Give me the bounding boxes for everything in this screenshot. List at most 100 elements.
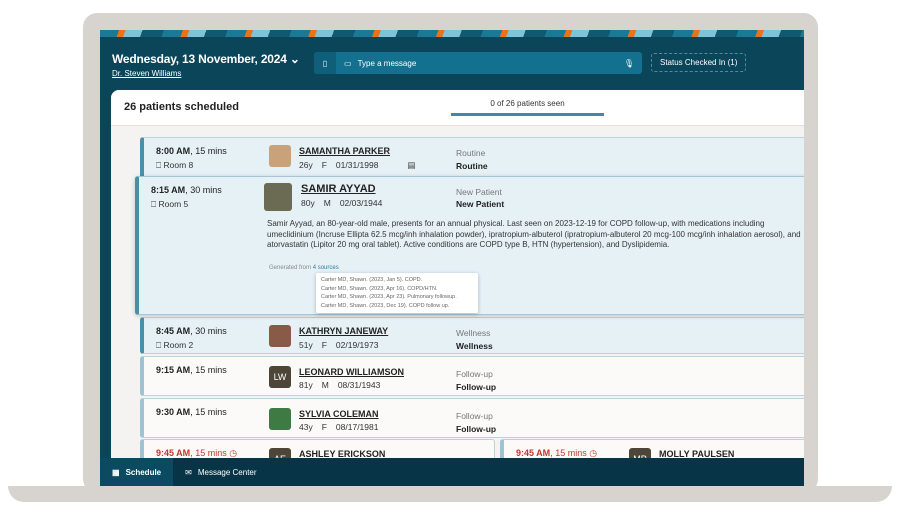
message-placeholder: Type a message (357, 58, 417, 68)
patient-name[interactable]: LEONARD WILLIAMSON (299, 367, 404, 377)
room: Room 2 (163, 340, 194, 350)
age: 43y (299, 422, 313, 432)
visit-reason: Follow-up (456, 424, 497, 434)
sources-popover: Carter MD, Shawn. (2023, Jan 5). COPD. C… (316, 273, 478, 313)
appointment-card[interactable]: 8:45 AM, 30 mins ⎕ Room 2 KATHRYN JANEWA… (140, 317, 804, 354)
age: 51y (299, 340, 313, 350)
visit-type: Follow-up (456, 411, 493, 421)
appointment-time: 8:00 AM (156, 146, 191, 156)
avatar (264, 183, 292, 211)
visit-reason: Routine (456, 161, 488, 171)
app-screen: Wednesday, 13 November, 2024 ⌄ Dr. Steve… (100, 30, 804, 486)
avatar (269, 145, 291, 167)
visit-type: Routine (456, 148, 486, 158)
decorative-banner (100, 30, 804, 37)
calendar-icon: ▦ (112, 467, 120, 477)
status-filter-button[interactable]: Status Checked In (1) (651, 53, 747, 72)
device-base (8, 486, 892, 502)
generated-note: Generated from 4 sources (269, 265, 339, 271)
room: Room 8 (163, 160, 194, 170)
source-item[interactable]: Carter MD, Shawn. (2023, Dec 19). COPD f… (321, 302, 450, 309)
duration: , 15 mins (190, 448, 227, 458)
patients-scheduled: 26 patients scheduled (124, 101, 239, 113)
patient-name[interactable]: MOLLY PAULSEN (659, 449, 735, 459)
appointment-card[interactable]: 9:45 AM, 15 mins ◷ MP MOLLY PAULSEN (500, 439, 804, 460)
message-input[interactable]: ▯ ▭ Type a message 🎙 (314, 52, 642, 74)
sex: F (321, 422, 327, 432)
dob: 08/17/1981 (335, 422, 379, 432)
patient-name[interactable]: KATHRYN JANEWAY (299, 326, 389, 336)
nav-label: Message Center (197, 467, 257, 477)
door-icon: ⎕ (156, 340, 162, 350)
sex: M (323, 198, 331, 208)
appointment-card[interactable]: 9:15 AM, 15 mins LW LEONARD WILLIAMSON 8… (140, 356, 804, 396)
inbox-icon: ✉ (185, 467, 192, 477)
appointment-card[interactable]: 8:00 AM, 15 mins ⎕ Room 8 SAMANTHA PARKE… (140, 137, 804, 178)
dob: 08/31/1943 (337, 380, 381, 390)
visit-type: Wellness (456, 328, 491, 338)
patient-name[interactable]: SYLVIA COLEMAN (299, 409, 379, 419)
panel-toggle-icon[interactable]: ▯ (314, 52, 336, 74)
appointment-time: 8:15 AM (151, 185, 186, 195)
door-icon: ⎕ (156, 160, 162, 170)
dob: 01/31/1998 (335, 160, 379, 170)
source-item[interactable]: Carter MD, Shawn. (2023, Jan 5). COPD. (321, 277, 423, 283)
patient-name[interactable]: SAMANTHA PARKER (299, 146, 390, 156)
clock-warning-icon: ◷ (589, 448, 598, 458)
room: Room 5 (158, 199, 189, 209)
appointment-card[interactable]: 9:30 AM, 15 mins SYLVIA COLEMAN 43y F 08/1… (140, 398, 804, 438)
age: 80y (301, 198, 315, 208)
visit-type: New Patient (456, 187, 502, 197)
appointment-time: 9:45 AM (516, 448, 551, 458)
avatar-initials: MP (629, 448, 651, 460)
sex: M (321, 380, 329, 390)
date-selector[interactable]: Wednesday, 13 November, 2024 ⌄ (112, 52, 300, 66)
nav-label: Schedule (125, 467, 162, 477)
sex: F (321, 340, 327, 350)
duration: , 30 mins (185, 185, 222, 195)
avatar (269, 325, 291, 347)
source-item[interactable]: Carter MD, Shawn. (2023, Apr 16). COPD/H… (321, 285, 438, 292)
visit-reason: New Patient (456, 199, 505, 209)
duration: , 15 mins (190, 365, 227, 375)
dob: 02/19/1973 (335, 340, 379, 350)
visit-reason: Follow-up (456, 382, 497, 392)
appointment-time: 9:15 AM (156, 365, 191, 375)
doctor-name[interactable]: Dr. Steven Williams (112, 69, 182, 78)
appointment-time: 8:45 AM (156, 326, 191, 336)
appointment-time: 9:45 AM (156, 448, 191, 458)
dob: 02/03/1944 (339, 198, 383, 208)
nav-schedule[interactable]: ▦ Schedule (100, 458, 174, 486)
duration: , 15 mins (550, 448, 587, 458)
patients-seen-progress: 0 of 26 patients seen (451, 99, 604, 116)
age: 26y (299, 160, 313, 170)
door-icon: ⎕ (151, 199, 157, 209)
patient-name[interactable]: SAMIR AYYAD (301, 183, 376, 195)
visit-reason: Wellness (456, 341, 493, 351)
source-item[interactable]: Carter MD, Shawn. (2023, Apr 23). Pulmon… (321, 294, 457, 300)
appointment-card-expanded[interactable]: 8:15 AM, 30 mins ⎕ Room 5 SAMIR AYYAD 80… (135, 176, 804, 315)
chevron-down-icon: ⌄ (289, 52, 300, 66)
avatar-initials: AE (269, 448, 291, 460)
duration: , 30 mins (190, 326, 227, 336)
ai-summary: Samir Ayyad, an 80-year-old male, presen… (267, 219, 801, 249)
avatar-initials: LW (269, 366, 291, 388)
sex: F (321, 160, 327, 170)
avatar (269, 408, 291, 430)
appointment-time: 9:30 AM (156, 407, 191, 417)
microphone-icon[interactable]: 🎙 (623, 58, 634, 68)
duration: , 15 mins (190, 146, 227, 156)
sources-link[interactable]: 4 sources (312, 265, 339, 271)
clock-warning-icon: ◷ (229, 448, 238, 458)
nav-message-center[interactable]: ✉ Message Center (173, 458, 268, 486)
age: 81y (299, 380, 313, 390)
schedule-header: 26 patients scheduled 0 of 26 patients s… (111, 90, 804, 126)
schedule-panel: 26 patients scheduled 0 of 26 patients s… (111, 90, 804, 460)
duration: , 15 mins (190, 407, 227, 417)
chat-icon: ▭ (344, 58, 352, 68)
visit-type: Follow-up (456, 369, 493, 379)
appointment-card[interactable]: 9:45 AM, 15 mins ◷ AE ASHLEY ERICKSON (140, 439, 495, 460)
note-icon[interactable]: ▤ (407, 160, 416, 170)
patient-name[interactable]: ASHLEY ERICKSON (299, 449, 386, 459)
bottom-nav: ▦ Schedule ✉ Message Center (100, 458, 804, 486)
